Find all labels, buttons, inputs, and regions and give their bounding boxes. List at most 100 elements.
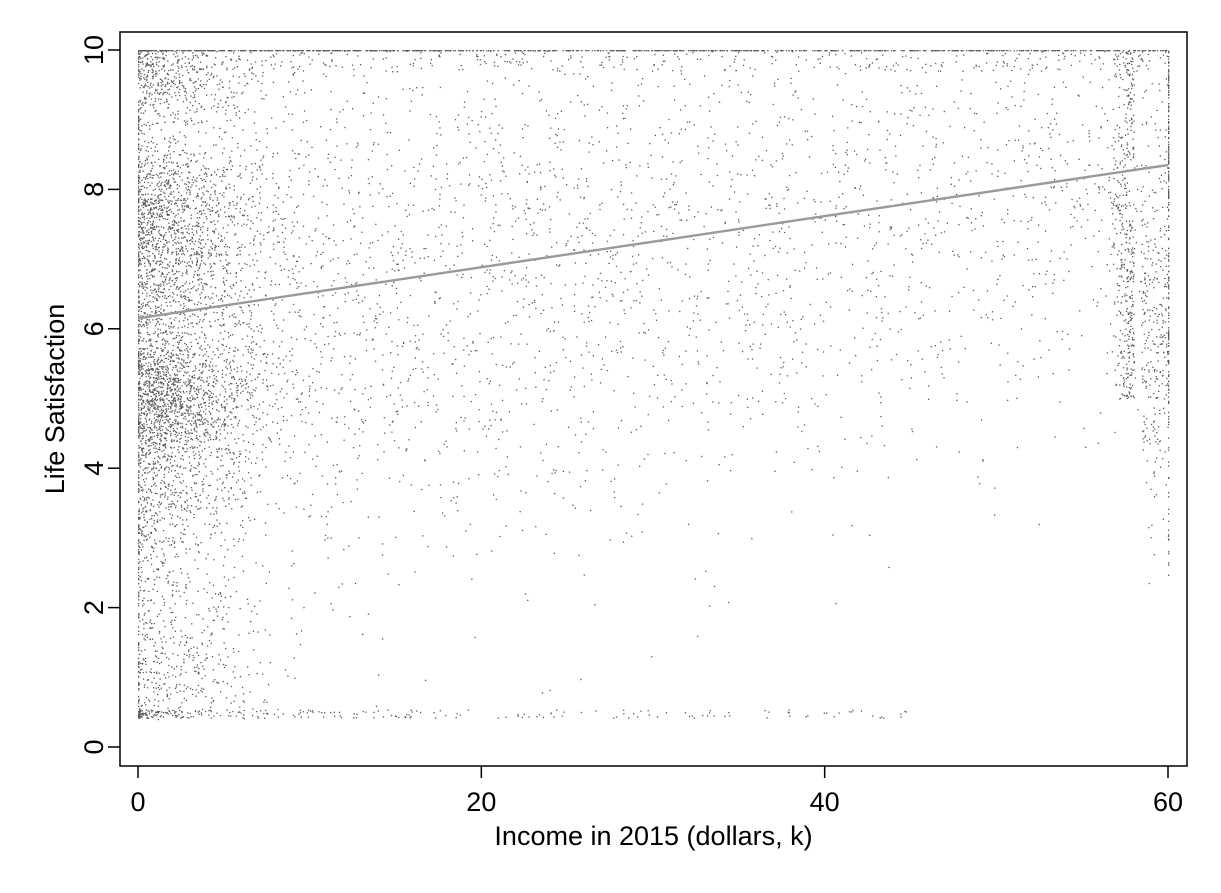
scatter-point [169,278,171,280]
scatter-point [147,610,150,612]
scatter-point [158,392,160,394]
scatter-point [291,268,294,270]
scatter-point [143,348,145,351]
scatter-point [333,389,336,391]
scatter-point [819,62,821,64]
scatter-point [232,408,234,410]
scatter-point [141,395,143,397]
scatter-point [144,98,146,100]
scatter-point [1027,171,1029,173]
scatter-point [155,90,157,92]
scatter-point [200,256,203,259]
scatter-point [463,106,465,108]
scatter-point [201,212,203,214]
scatter-point [222,175,224,177]
scatter-point [151,269,154,272]
scatter-point [139,459,141,461]
scatter-point [170,193,172,195]
scatter-point [233,355,235,357]
scatter-point [391,66,393,69]
scatter-point [167,202,170,204]
scatter-point [908,227,910,229]
scatter-point [920,239,922,241]
scatter-point [229,472,231,474]
scatter-point [156,514,158,516]
scatter-point [240,196,242,198]
scatter-point [610,189,613,191]
scatter-point [775,59,777,61]
scatter-point [175,262,177,264]
scatter-point [172,674,174,676]
scatter-point [142,426,144,428]
scatter-point [721,242,724,244]
scatter-point [211,186,213,189]
scatter-point [249,397,252,399]
scatter-point [222,338,225,340]
scatter-point [252,414,254,416]
scatter-point [211,207,213,209]
scatter-point [516,300,519,303]
scatter-point [200,542,202,544]
scatter-point [183,219,185,222]
scatter-point [166,179,168,181]
scatter-point [198,130,200,133]
scatter-point [192,602,194,604]
scatter-point [170,396,173,399]
scatter-point [272,299,274,301]
scatter-point [163,401,165,403]
scatter-point [430,175,432,177]
scatter-point [1118,140,1120,142]
scatter-point [174,92,176,94]
scatter-point [205,657,207,660]
scatter-point [253,405,255,408]
scatter-point [160,440,162,442]
scatter-point [199,265,201,267]
scatter-point [241,380,243,382]
scatter-point [184,501,186,503]
scatter-point [840,416,842,418]
scatter-point [225,100,227,103]
scatter-point [145,341,147,343]
scatter-point [140,414,142,417]
scatter-point [189,193,191,196]
scatter-point [157,718,159,721]
scatter-point [177,654,179,657]
scatter-point [958,361,960,363]
scatter-point [170,506,172,508]
scatter-point [238,650,240,653]
scatter-point [143,216,145,218]
scatter-point [540,312,542,315]
scatter-point [163,172,165,174]
scatter-point [262,71,264,74]
scatter-point [198,188,200,190]
scatter-point [641,216,643,218]
scatter-point [165,156,167,159]
scatter-point [138,389,140,392]
scatter-point [237,479,239,481]
scatter-point [215,212,217,214]
scatter-point [667,341,669,343]
scatter-point [163,276,165,278]
scatter-point [661,257,664,259]
scatter-point [214,94,216,96]
scatter-point [169,261,171,263]
scatter-point [142,546,144,548]
scatter-point [215,144,217,146]
scatter-point [434,300,436,303]
scatter-point [152,224,154,226]
scatter-point [147,392,149,395]
scatter-point [587,75,589,78]
scatter-point [223,192,225,194]
scatter-point [492,336,495,339]
scatter-point [183,374,185,377]
scatter-point [160,98,162,101]
scatter-point [165,437,167,439]
scatter-point [221,300,224,302]
scatter-point [186,365,188,367]
scatter-point [578,178,580,180]
scatter-point [203,318,205,321]
scatter-point [162,246,164,248]
scatter-point [204,201,207,203]
scatter-point [223,407,226,409]
scatter-point [161,434,163,436]
